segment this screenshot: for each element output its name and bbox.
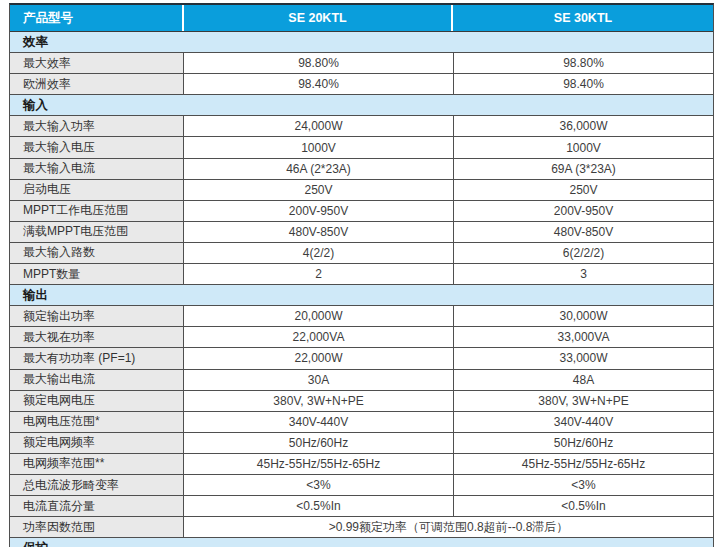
row-label: 电流直流分量 (10, 496, 184, 516)
cell-se20ktl: 1000V (184, 137, 454, 157)
row-label: 总电流波形畸变率 (10, 475, 184, 495)
header-product-model: 产品型号 (10, 5, 184, 31)
cell-se20ktl: 22,000VA (184, 327, 454, 347)
cell-se30ktl: 340V-440V (454, 412, 713, 432)
cell-se20ktl: 200V-950V (184, 201, 454, 221)
cell-se20ktl: 22,000W (184, 348, 454, 368)
row-label: 最大输出电流 (10, 370, 184, 390)
row-label: 功率因数范围 (10, 517, 184, 537)
table-row: 最大视在功率 22,000VA 33,000VA (10, 327, 713, 348)
row-label: 启动电压 (10, 180, 184, 200)
table-row: 欧洲效率 98.40% 98.40% (10, 74, 713, 95)
cell-se30ktl: 380V, 3W+N+PE (454, 391, 713, 411)
cell-se20ktl: 2 (184, 264, 454, 284)
cell-se20ktl: <0.5%In (184, 496, 454, 516)
cell-se20ktl: 340V-440V (184, 412, 454, 432)
row-label: 额定电网频率 (10, 433, 184, 453)
row-label: 额定输出功率 (10, 306, 184, 326)
section-title: 效率 (10, 32, 713, 52)
table-row: MPPT工作电压范围 200V-950V 200V-950V (10, 201, 713, 222)
table-row: 最大输入路数 4(2/2) 6(2/2/2) (10, 243, 713, 264)
cell-merged-value: >0.99额定功率（可调范围0.8超前--0.8滞后） (184, 517, 713, 537)
table-row: 满载MPPT电压范围 480V-850V 480V-850V (10, 222, 713, 243)
cell-se30ktl: 98.80% (454, 53, 713, 73)
cell-se20ktl: <3% (184, 475, 454, 495)
cell-se20ktl: 380V, 3W+N+PE (184, 391, 454, 411)
table-header-row: 产品型号 SE 20KTL SE 30KTL (10, 5, 713, 32)
cell-se30ktl: 69A (3*23A) (454, 159, 713, 179)
section-title: 保护 (10, 538, 713, 547)
table-row: 启动电压 250V 250V (10, 180, 713, 201)
cell-se20ktl: 250V (184, 180, 454, 200)
table-row: 电网电压范围* 340V-440V 340V-440V (10, 412, 713, 433)
table-row: 额定输出功率 20,000W 30,000W (10, 306, 713, 327)
cell-se30ktl: 6(2/2/2) (454, 243, 713, 263)
table-row-power-factor: 功率因数范围 >0.99额定功率（可调范围0.8超前--0.8滞后） (10, 517, 713, 538)
table-row: 最大输出电流 30A 48A (10, 370, 713, 391)
cell-se20ktl: 4(2/2) (184, 243, 454, 263)
table-row: 最大输入电压 1000V 1000V (10, 137, 713, 158)
table-row: MPPT数量 2 3 (10, 264, 713, 285)
cell-se30ktl: 3 (454, 264, 713, 284)
datasheet-page: 产品型号 SE 20KTL SE 30KTL 效率 最大效率 98.80% 98… (0, 0, 723, 547)
cell-se20ktl: 50Hz/60Hz (184, 433, 454, 453)
table-row: 额定电网频率 50Hz/60Hz 50Hz/60Hz (10, 433, 713, 454)
row-label: 额定电网电压 (10, 391, 184, 411)
product-spec-table: 产品型号 SE 20KTL SE 30KTL 效率 最大效率 98.80% 98… (9, 3, 714, 547)
cell-se30ktl: <0.5%In (454, 496, 713, 516)
table-row: 电网频率范围** 45Hz-55Hz/55Hz-65Hz 45Hz-55Hz/5… (10, 454, 713, 475)
section-row-efficiency: 效率 (10, 32, 713, 53)
row-label: 最大输入电压 (10, 137, 184, 157)
row-label: 最大输入电流 (10, 159, 184, 179)
cell-se30ktl: 33,000VA (454, 327, 713, 347)
cell-se30ktl: <3% (454, 475, 713, 495)
row-label: 电网电压范围* (10, 412, 184, 432)
table-row: 额定电网电压 380V, 3W+N+PE 380V, 3W+N+PE (10, 391, 713, 412)
row-label: 最大输入路数 (10, 243, 184, 263)
cell-se30ktl: 480V-850V (454, 222, 713, 242)
table-row: 最大输入功率 24,000W 36,000W (10, 116, 713, 137)
cell-se20ktl: 480V-850V (184, 222, 454, 242)
cell-se30ktl: 45Hz-55Hz/55Hz-65Hz (454, 454, 713, 474)
table-row: 总电流波形畸变率 <3% <3% (10, 475, 713, 496)
table-row: 最大有功功率 (PF=1) 22,000W 33,000W (10, 348, 713, 369)
cell-se30ktl: 1000V (454, 137, 713, 157)
cell-se20ktl: 98.80% (184, 53, 454, 73)
row-label: 最大效率 (10, 53, 184, 73)
section-row-input: 输入 (10, 95, 713, 116)
table-row: 电流直流分量 <0.5%In <0.5%In (10, 496, 713, 517)
row-label: 电网频率范围** (10, 454, 184, 474)
table-row: 最大效率 98.80% 98.80% (10, 53, 713, 74)
section-row-protection-partial: 保护 (10, 538, 713, 547)
cell-se20ktl: 45Hz-55Hz/55Hz-65Hz (184, 454, 454, 474)
row-label: MPPT数量 (10, 264, 184, 284)
cell-se20ktl: 24,000W (184, 116, 454, 136)
section-row-output: 输出 (10, 285, 713, 306)
cell-se30ktl: 200V-950V (454, 201, 713, 221)
cell-se20ktl: 20,000W (184, 306, 454, 326)
cell-se30ktl: 30,000W (454, 306, 713, 326)
row-label: 最大视在功率 (10, 327, 184, 347)
cell-se30ktl: 36,000W (454, 116, 713, 136)
row-label: 欧洲效率 (10, 74, 184, 94)
row-label: 最大有功功率 (PF=1) (10, 348, 184, 368)
row-label: 最大输入功率 (10, 116, 184, 136)
cell-se30ktl: 250V (454, 180, 713, 200)
cell-se30ktl: 33,000W (454, 348, 713, 368)
section-title: 输出 (10, 285, 713, 305)
header-se20ktl: SE 20KTL (184, 5, 453, 31)
cell-se30ktl: 48A (454, 370, 713, 390)
table-row: 最大输入电流 46A (2*23A) 69A (3*23A) (10, 159, 713, 180)
row-label: 满载MPPT电压范围 (10, 222, 184, 242)
cell-se20ktl: 46A (2*23A) (184, 159, 454, 179)
cell-se20ktl: 30A (184, 370, 454, 390)
cell-se30ktl: 98.40% (454, 74, 713, 94)
header-se30ktl: SE 30KTL (453, 5, 713, 31)
cell-se20ktl: 98.40% (184, 74, 454, 94)
section-title: 输入 (10, 95, 713, 115)
cell-se30ktl: 50Hz/60Hz (454, 433, 713, 453)
row-label: MPPT工作电压范围 (10, 201, 184, 221)
